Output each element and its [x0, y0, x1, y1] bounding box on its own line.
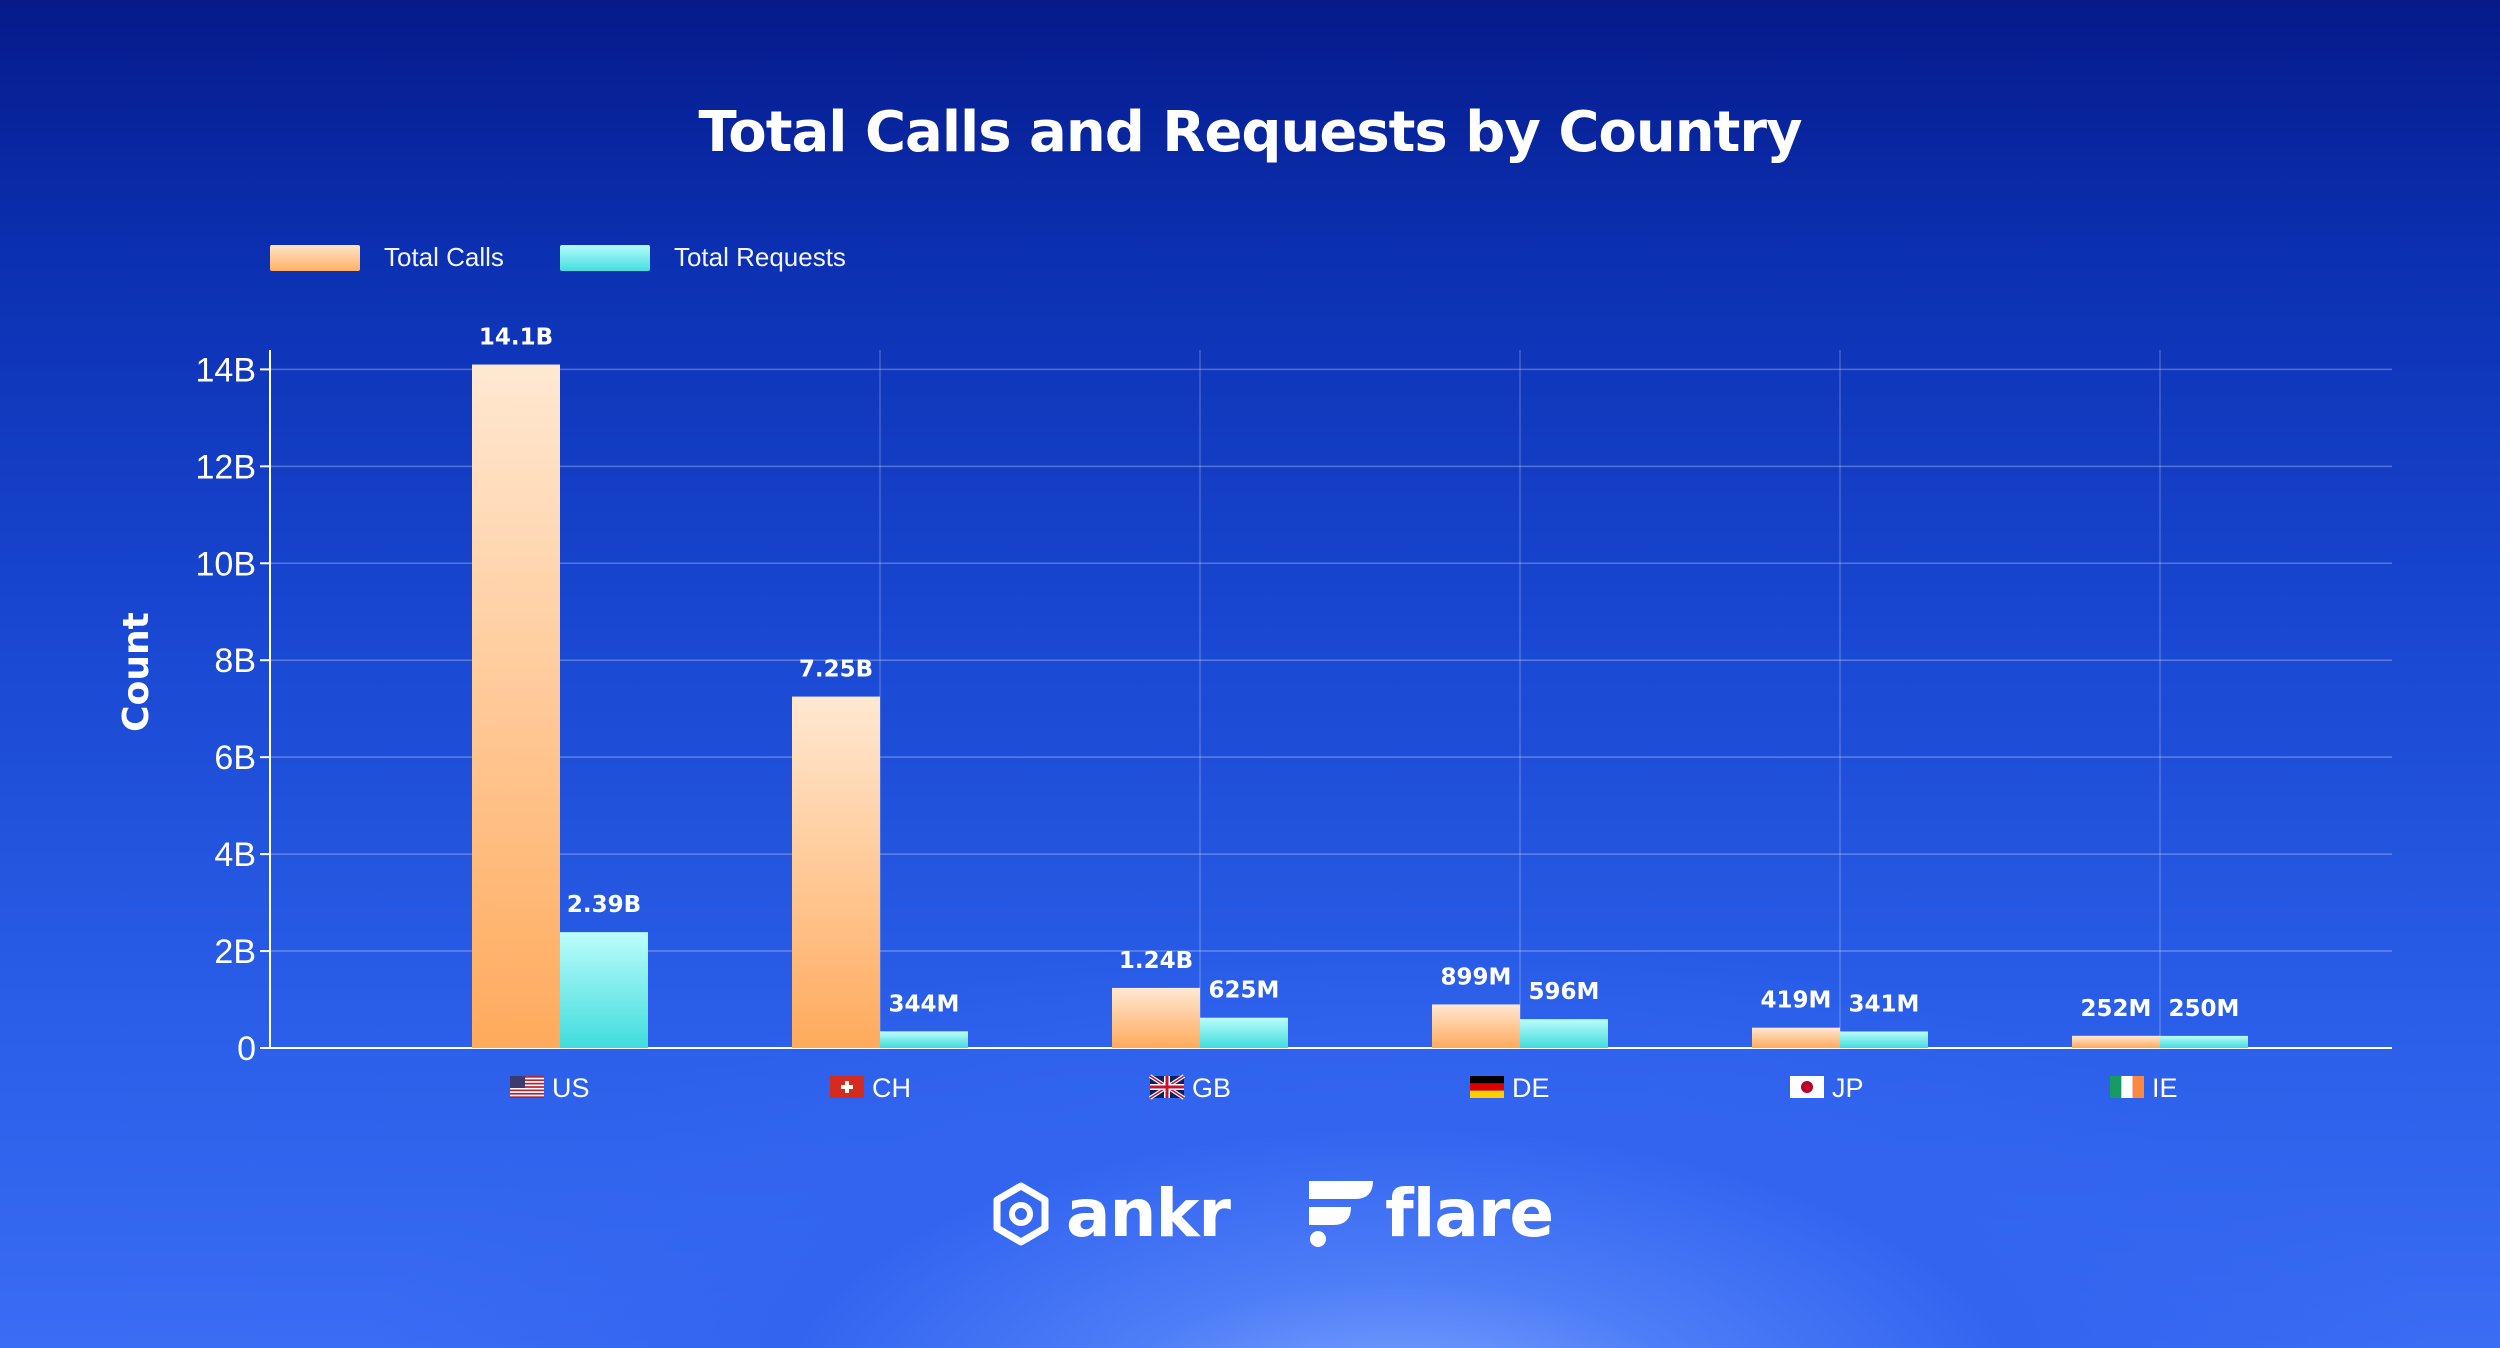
data-label: 899M: [1441, 964, 1512, 990]
ankr-logo: ankr: [988, 1175, 1231, 1252]
data-label: 625M: [1209, 978, 1280, 1004]
y-tick-label: 14B: [196, 351, 257, 389]
bar-calls-de[interactable]: [1432, 1004, 1520, 1048]
flare-icon: [1309, 1180, 1373, 1247]
x-tick-labels: US CH GB DE JP IE: [510, 1073, 2178, 1103]
legend-swatch-total-requests: [559, 244, 650, 271]
x-tick-label-de: DE: [1512, 1073, 1550, 1103]
bar-calls-us[interactable]: [472, 364, 560, 1049]
ch-flag-icon: [830, 1076, 864, 1098]
ankr-wordmark: ankr: [1066, 1175, 1231, 1252]
bar-requests-ie[interactable]: [2160, 1035, 2248, 1048]
legend-item-total-calls[interactable]: Total Calls: [270, 242, 504, 273]
data-label: 14.1B: [479, 325, 553, 351]
x-tick-label-ie: IE: [2152, 1073, 2178, 1103]
data-label: 419M: [1761, 988, 1832, 1014]
data-label: 341M: [1849, 991, 1920, 1017]
y-tick-label: 0: [237, 1030, 256, 1068]
flare-wordmark: flare: [1385, 1175, 1554, 1252]
data-label: 252M: [2081, 996, 2152, 1022]
bar-requests-ch[interactable]: [880, 1031, 968, 1048]
data-label: 596M: [1529, 979, 1600, 1005]
y-tick-label: 6B: [214, 739, 256, 777]
data-label: 7.25B: [799, 657, 873, 683]
ankr-hexagon-icon: [993, 1182, 1049, 1245]
data-label: 2.39B: [567, 892, 641, 918]
bar-requests-jp[interactable]: [1840, 1031, 1928, 1048]
bar-requests-us[interactable]: [560, 932, 648, 1048]
legend: Total Calls Total Requests: [270, 242, 902, 273]
bars: [472, 364, 2248, 1049]
x-tick-label-ch: CH: [872, 1073, 911, 1103]
y-tick-label: 4B: [214, 836, 256, 874]
bar-calls-jp[interactable]: [1752, 1027, 1840, 1048]
gb-flag-icon: [1148, 1074, 1186, 1100]
legend-label-total-calls: Total Calls: [384, 242, 504, 272]
flare-logo: flare: [1305, 1175, 1554, 1252]
legend-swatch-total-calls: [270, 244, 360, 271]
y-tick-label: 12B: [196, 448, 257, 486]
y-axis-title: Count: [116, 612, 157, 732]
data-label: 250M: [2169, 996, 2240, 1022]
bar-calls-ie[interactable]: [2072, 1035, 2160, 1048]
jp-flag-icon: [1790, 1076, 1824, 1098]
y-tick-label: 2B: [214, 933, 256, 971]
page-title: Total Calls and Requests by Country: [698, 100, 1802, 165]
bar-requests-gb[interactable]: [1200, 1017, 1288, 1048]
axes: 0 2B 4B 6B 8B 10B 12B 14B Count: [116, 350, 2392, 1068]
data-label: 1.24B: [1119, 948, 1193, 974]
data-label: 344M: [889, 991, 960, 1017]
y-tick-label: 10B: [196, 545, 257, 583]
legend-label-total-requests: Total Requests: [673, 242, 846, 272]
legend-item-total-requests[interactable]: Total Requests: [559, 242, 846, 273]
x-tick-label-us: US: [552, 1073, 590, 1103]
de-flag-icon: [1470, 1076, 1504, 1098]
x-tick-label-gb: GB: [1192, 1073, 1231, 1103]
bar-calls-ch[interactable]: [792, 696, 880, 1048]
y-tick-label: 8B: [214, 642, 256, 680]
bar-calls-gb[interactable]: [1112, 987, 1200, 1048]
data-labels: 14.1B 7.25B 1.24B 899M 419M 252M 2.39B 344M 625M…: [479, 325, 2240, 1022]
bar-requests-de[interactable]: [1520, 1019, 1608, 1048]
bar-chart: 0 2B 4B 6B 8B 10B 12B 14B Count 14.1B 7.25B 1.24B 8…: [116, 325, 2392, 1103]
us-flag-icon: [510, 1076, 544, 1098]
ie-flag-icon: [2110, 1076, 2144, 1098]
x-tick-label-jp: JP: [1832, 1073, 1864, 1103]
